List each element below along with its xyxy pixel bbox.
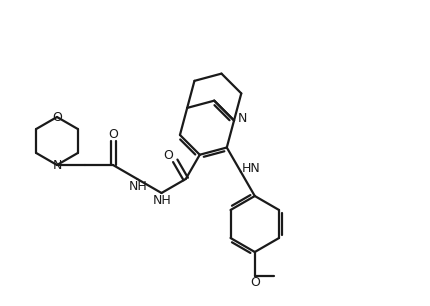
Text: O: O <box>52 110 62 124</box>
Text: N: N <box>52 159 61 171</box>
Text: O: O <box>108 128 118 141</box>
Text: NH: NH <box>129 181 147 193</box>
Text: N: N <box>237 112 247 125</box>
Text: O: O <box>250 276 260 289</box>
Text: NH: NH <box>153 195 172 207</box>
Text: O: O <box>163 149 173 162</box>
Text: HN: HN <box>241 162 260 175</box>
